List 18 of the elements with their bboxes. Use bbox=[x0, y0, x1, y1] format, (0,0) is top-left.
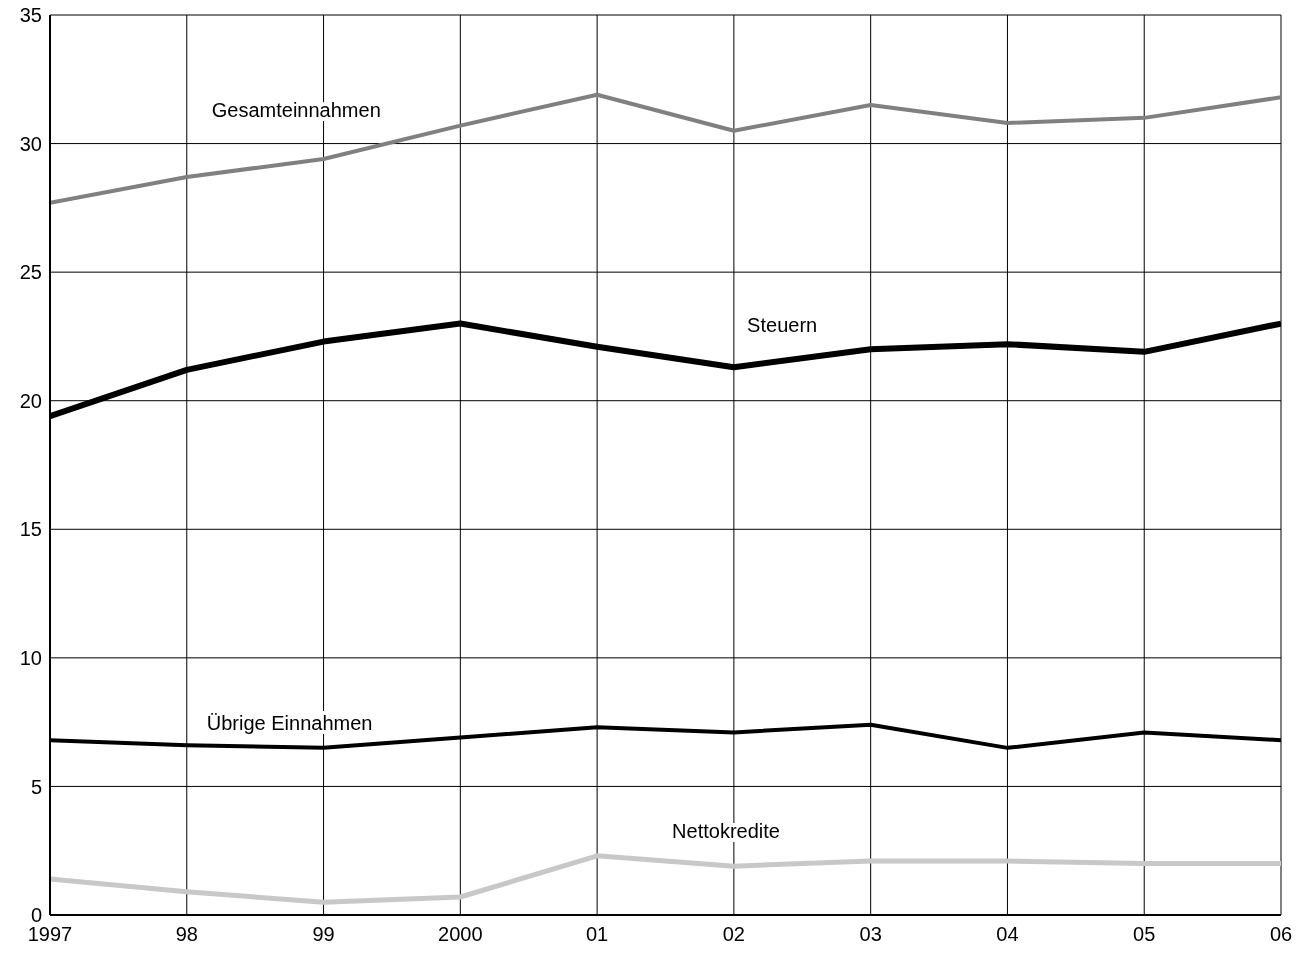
x-tick-label: 06 bbox=[1269, 923, 1293, 946]
y-tick-label: 15 bbox=[19, 518, 42, 541]
x-tick-label: 99 bbox=[312, 923, 335, 946]
x-tick-label: 03 bbox=[859, 923, 882, 946]
x-tick-label: 02 bbox=[722, 923, 746, 946]
x-tick-label: 01 bbox=[585, 923, 609, 946]
y-tick-label: 30 bbox=[19, 132, 42, 155]
y-tick-label: 35 bbox=[19, 4, 42, 27]
series-label: Steuern bbox=[747, 313, 818, 336]
x-tick-label: 05 bbox=[1133, 923, 1156, 946]
line-series bbox=[50, 92, 1281, 205]
y-tick-label: 20 bbox=[19, 389, 42, 412]
y-tick-label: 10 bbox=[19, 646, 42, 669]
x-tick-label: 2000 bbox=[438, 923, 483, 946]
y-tick-label: 5 bbox=[30, 775, 42, 798]
x-tick-label: 98 bbox=[175, 923, 198, 946]
x-tick-label: 04 bbox=[996, 923, 1019, 946]
y-tick-label: 25 bbox=[19, 261, 42, 284]
